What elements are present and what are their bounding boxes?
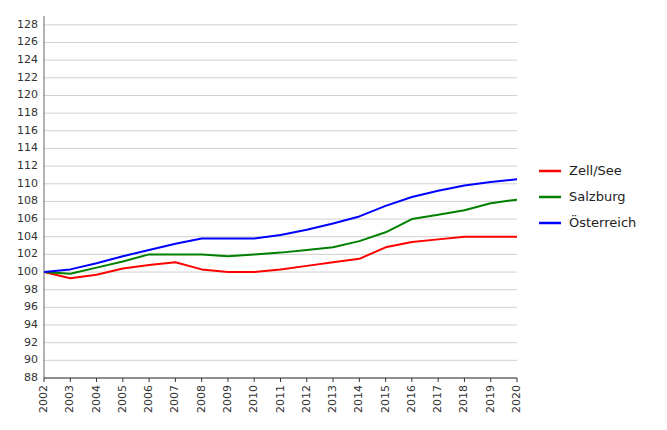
x-tick xyxy=(175,378,176,382)
x-tick xyxy=(359,378,360,382)
x-tick-label: 2003 xyxy=(63,385,76,413)
x-tick xyxy=(411,378,412,382)
x-tick-label: 2005 xyxy=(116,385,129,413)
y-tick-label: 102 xyxy=(17,247,38,260)
grid-line xyxy=(44,289,517,290)
x-tick-label: 2015 xyxy=(379,385,392,413)
y-tick-label: 104 xyxy=(17,230,38,243)
x-tick xyxy=(280,378,281,382)
x-tick-label: 2013 xyxy=(326,385,339,413)
y-tick-label: 106 xyxy=(17,212,38,225)
x-tick-label: 2017 xyxy=(431,385,444,413)
x-tick-label: 2009 xyxy=(221,385,234,413)
legend-swatch xyxy=(539,222,561,225)
grid-line xyxy=(44,113,517,114)
legend-label: Österreich xyxy=(569,214,636,230)
grid-line xyxy=(44,60,517,61)
x-tick xyxy=(306,378,307,382)
x-tick xyxy=(333,378,334,382)
x-tick-label: 2006 xyxy=(142,385,155,413)
chart: 88 90 92 94 96 98 100 102 104 106 108 110 112 114 116 1… xyxy=(0,0,667,430)
y-tick-label: 116 xyxy=(17,124,38,137)
x-tick-label: 2012 xyxy=(300,385,313,413)
y-tick-label: 90 xyxy=(24,353,38,366)
x-tick xyxy=(70,378,71,382)
y-tick-label: 124 xyxy=(17,53,38,66)
legend: Zell/See Salzburg Österreich xyxy=(539,163,636,230)
x-tick xyxy=(490,378,491,382)
x-tick xyxy=(517,378,518,382)
y-tick-label: 110 xyxy=(17,177,38,190)
y-tick-label: 98 xyxy=(24,283,38,296)
grid-line xyxy=(44,166,517,167)
y-tick-label: 94 xyxy=(24,318,38,331)
x-tick xyxy=(122,378,123,382)
grid-line xyxy=(44,42,517,43)
x-tick-label: 2007 xyxy=(168,385,181,413)
y-axis: 88 90 92 94 96 98 100 102 104 106 108 110 112 114 116 1… xyxy=(17,16,44,384)
y-tick-label: 122 xyxy=(17,71,38,84)
grid-line xyxy=(44,219,517,220)
legend-swatch xyxy=(539,170,561,173)
x-tick xyxy=(96,378,97,382)
x-tick-label: 2011 xyxy=(274,385,287,413)
grid-line xyxy=(44,95,517,96)
y-tick-label: 120 xyxy=(17,88,38,101)
grid-line xyxy=(44,77,517,78)
grid-line xyxy=(44,254,517,255)
x-tick xyxy=(44,378,45,382)
grid-line xyxy=(44,360,517,361)
x-tick-label: 2019 xyxy=(484,385,497,413)
x-tick-label: 2002 xyxy=(37,385,50,413)
y-tick-label: 96 xyxy=(24,300,38,313)
y-tick-label: 114 xyxy=(17,141,38,154)
grid-line xyxy=(44,201,517,202)
x-tick xyxy=(227,378,228,382)
chart-container: 88 90 92 94 96 98 100 102 104 106 108 110 112 114 116 1… xyxy=(0,0,667,430)
x-tick-label: 2016 xyxy=(405,385,418,413)
grid-line xyxy=(44,342,517,343)
grid xyxy=(44,25,517,378)
y-tick-label: 128 xyxy=(17,18,38,31)
grid-line xyxy=(44,183,517,184)
y-tick-label: 88 xyxy=(24,371,38,384)
grid-line xyxy=(44,236,517,237)
x-tick-label: 2010 xyxy=(247,385,260,413)
line xyxy=(44,179,517,272)
x-tick xyxy=(201,378,202,382)
x-axis: 2002 2003 2004 2005 2006 2007 2008 2009 2010 2011… xyxy=(37,378,523,413)
plot-area xyxy=(44,179,517,278)
y-tick-label: 118 xyxy=(17,106,38,119)
x-tick-label: 2018 xyxy=(457,385,470,413)
y-axis-line xyxy=(44,16,45,378)
grid-line xyxy=(44,307,517,308)
grid-line xyxy=(44,325,517,326)
y-tick-label: 92 xyxy=(24,336,38,349)
legend-swatch xyxy=(539,196,561,199)
x-tick xyxy=(464,378,465,382)
y-tick-label: 100 xyxy=(17,265,38,278)
x-tick xyxy=(149,378,150,382)
x-tick-label: 2004 xyxy=(90,385,103,413)
line xyxy=(44,200,517,274)
x-tick xyxy=(385,378,386,382)
x-tick xyxy=(438,378,439,382)
y-tick-label: 108 xyxy=(17,194,38,207)
grid-line xyxy=(44,24,517,25)
grid-line xyxy=(44,148,517,149)
x-tick xyxy=(254,378,255,382)
x-tick-label: 2014 xyxy=(352,385,365,413)
legend-label: Zell/See xyxy=(569,163,622,178)
legend-label: Salzburg xyxy=(569,189,626,204)
grid-line xyxy=(44,272,517,273)
grid-line xyxy=(44,130,517,131)
y-tick-label: 126 xyxy=(17,35,38,48)
y-tick-label: 112 xyxy=(17,159,38,172)
x-tick-label: 2008 xyxy=(195,385,208,413)
x-tick-label: 2020 xyxy=(510,385,523,413)
